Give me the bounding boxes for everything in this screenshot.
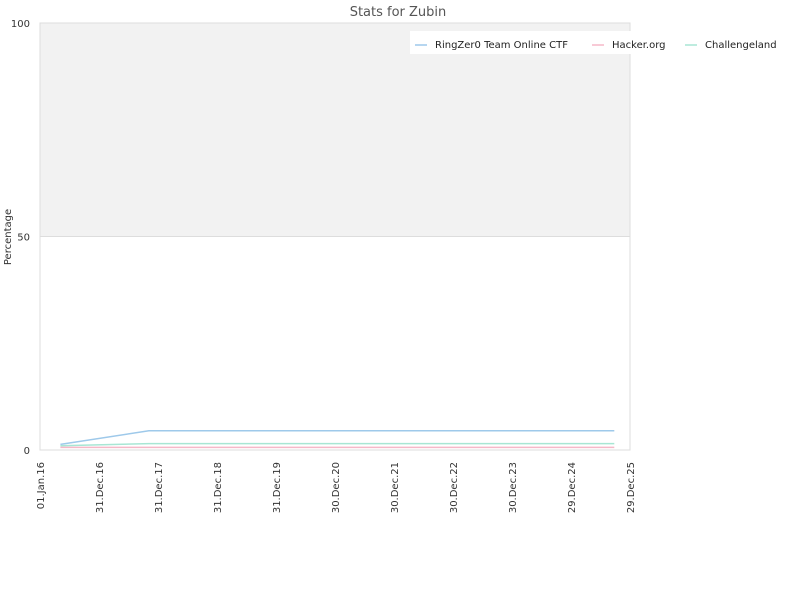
legend-label: RingZer0 Team Online CTF [435,40,568,51]
chart-title: Stats for Zubin [350,5,447,20]
legend: RingZer0 Team Online CTF Hacker.org Challe… [410,31,785,54]
legend-label: Challengeland [705,40,777,51]
y-axis-title: Percentage [3,209,14,265]
plot-frame [39,22,631,451]
x-tick-label: 30.Dec.20 [331,462,342,513]
y-tick-label: 100 [11,19,30,30]
x-tick-label: 31.Dec.17 [154,462,165,513]
x-tick-label: 30.Dec.21 [390,462,401,513]
x-tick-label: 31.Dec.16 [95,462,106,513]
legend-label: Hacker.org [612,40,666,51]
series-lines [60,430,615,449]
x-ticks: 01.Jan.16 31.Dec.16 31.Dec.17 31.Dec.18 31.D… [36,462,637,513]
y-tick-label: 0 [24,446,30,457]
x-tick-label: 30.Dec.23 [508,462,519,513]
x-tick-label: 31.Dec.18 [213,462,224,513]
legend-background [410,31,785,54]
x-tick-label: 30.Dec.22 [449,462,460,513]
series-line [60,430,615,446]
series-line [60,442,615,447]
plot-bg-upper [40,23,630,237]
x-tick-label: 29.Dec.25 [626,462,637,513]
x-tick-label: 01.Jan.16 [36,462,47,509]
y-ticks: 0 50 100 [11,19,30,457]
y-tick-label: 50 [17,233,30,244]
x-tick-label: 31.Dec.19 [272,462,283,513]
x-tick-label: 29.Dec.24 [567,462,578,513]
